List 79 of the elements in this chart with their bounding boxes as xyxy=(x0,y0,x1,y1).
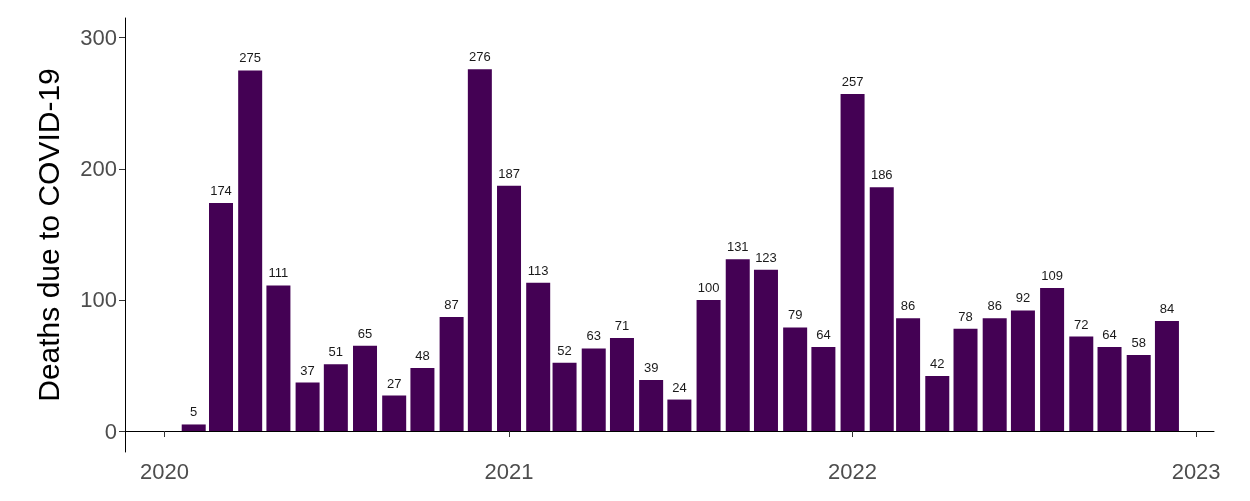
x-tick-label: 2020 xyxy=(140,458,190,484)
data-label: 39 xyxy=(643,359,659,375)
data-label: 257 xyxy=(841,74,864,90)
data-label: 64 xyxy=(816,327,831,343)
x-tick-label: 2022 xyxy=(828,458,878,484)
bar xyxy=(982,318,1007,432)
data-label: 5 xyxy=(190,404,198,420)
bar xyxy=(552,362,577,432)
bar xyxy=(1097,347,1122,432)
y-tick-label: 0 xyxy=(104,418,117,444)
bar xyxy=(497,185,522,432)
bar xyxy=(581,348,606,432)
bar xyxy=(1126,354,1151,432)
data-label: 58 xyxy=(1131,334,1146,350)
data-label: 37 xyxy=(300,362,315,378)
data-label: 100 xyxy=(697,279,720,295)
bar xyxy=(753,269,778,432)
bar xyxy=(353,345,378,432)
y-tick-label: 100 xyxy=(80,287,117,313)
data-label: 27 xyxy=(386,375,402,391)
x-tick-label: 2021 xyxy=(484,458,534,484)
bar xyxy=(410,368,435,432)
bar xyxy=(439,316,464,432)
bar xyxy=(953,328,978,432)
data-label: 24 xyxy=(672,379,687,395)
data-label: 275 xyxy=(239,50,262,66)
y-tick-label: 200 xyxy=(80,156,117,182)
bar xyxy=(238,70,263,432)
bar xyxy=(639,379,664,432)
data-label: 72 xyxy=(1074,316,1089,332)
data-label: 113 xyxy=(527,262,549,278)
data-label: 79 xyxy=(787,307,803,323)
bar xyxy=(667,399,692,432)
data-label: 174 xyxy=(210,182,232,198)
bar xyxy=(467,69,492,432)
bar xyxy=(783,327,808,432)
data-label: 51 xyxy=(328,344,344,360)
y-tick-label: 300 xyxy=(80,25,117,51)
data-label: 187 xyxy=(498,165,520,181)
bar xyxy=(896,318,921,432)
data-label: 64 xyxy=(1102,327,1117,343)
bar xyxy=(323,364,348,432)
data-label: 63 xyxy=(586,328,601,344)
bar xyxy=(295,382,320,432)
bar xyxy=(1040,288,1065,432)
data-label: 131 xyxy=(726,239,749,255)
bar xyxy=(811,347,836,432)
data-label: 48 xyxy=(415,348,430,364)
bar xyxy=(840,94,865,432)
bar xyxy=(696,299,721,432)
data-label: 86 xyxy=(987,298,1002,314)
data-label: 92 xyxy=(1015,290,1031,306)
data-label: 109 xyxy=(1041,268,1063,284)
data-label: 42 xyxy=(930,355,945,371)
data-label: 86 xyxy=(900,298,916,314)
data-label: 78 xyxy=(958,308,973,324)
y-axis-title: Deaths due to COVID-19 xyxy=(31,68,65,402)
bar xyxy=(1154,320,1179,432)
bar xyxy=(209,202,234,432)
data-label: 65 xyxy=(357,325,373,341)
bar xyxy=(1010,310,1035,432)
data-label: 123 xyxy=(755,249,777,265)
bar xyxy=(526,282,551,432)
bar xyxy=(609,337,634,432)
bar xyxy=(382,395,407,432)
data-label: 276 xyxy=(468,49,491,65)
data-label: 71 xyxy=(614,317,630,333)
x-tick-label: 2023 xyxy=(1171,458,1221,484)
bar xyxy=(181,424,206,432)
data-label: 52 xyxy=(557,342,572,358)
bar xyxy=(925,375,950,432)
data-label: 186 xyxy=(870,167,893,183)
data-label: 84 xyxy=(1159,300,1175,316)
bar xyxy=(725,259,750,432)
data-label: 111 xyxy=(268,265,289,281)
data-label: 87 xyxy=(444,296,459,312)
bar xyxy=(266,285,291,432)
bar xyxy=(869,187,894,432)
bar xyxy=(1069,336,1094,432)
